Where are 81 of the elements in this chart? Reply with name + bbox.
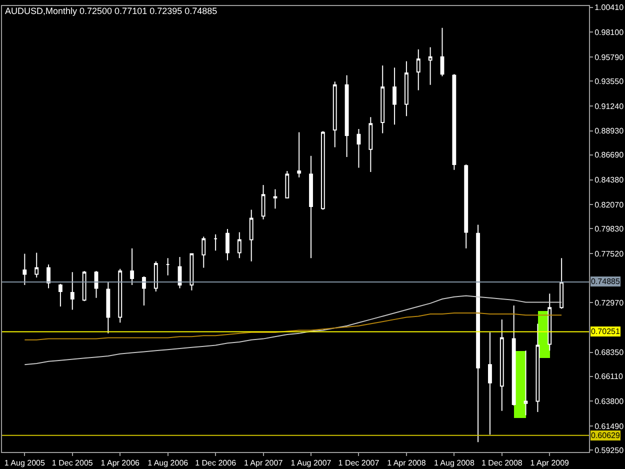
y-tick-label: 0.91240 bbox=[594, 102, 624, 111]
ref-line-label: 0.74885 bbox=[591, 277, 620, 286]
y-tick-label: 0.82070 bbox=[594, 200, 624, 210]
ref-line-label: 0.60629 bbox=[591, 431, 620, 440]
y-tick-label: 0.77520 bbox=[594, 249, 624, 258]
candlestick bbox=[416, 48, 420, 91]
candlestick bbox=[202, 236, 206, 268]
ref-line-label: 0.70251 bbox=[591, 327, 620, 336]
y-tick-label: 0.66110 bbox=[594, 372, 624, 382]
candlestick bbox=[380, 65, 385, 134]
candlestick bbox=[34, 252, 39, 278]
y-tick-label: 0.63800 bbox=[594, 397, 624, 406]
y-tick-label: 0.93550 bbox=[594, 76, 624, 86]
y-tick-label: 0.61490 bbox=[594, 422, 624, 431]
y-tick-label: 0.68350 bbox=[594, 348, 624, 358]
chart-title: AUDUSD,Monthly 0.72500 0.77101 0.72395 0.74885 bbox=[5, 6, 218, 16]
y-tick-label: 0.98100 bbox=[594, 28, 624, 37]
candlestick bbox=[512, 304, 516, 406]
x-tick-label: 1 Aug 2006 bbox=[148, 458, 189, 468]
candlestick bbox=[130, 248, 134, 286]
x-tick-label: 1 Apr 2009 bbox=[530, 458, 570, 468]
candlestick bbox=[488, 332, 492, 436]
line-series bbox=[24, 295, 562, 366]
y-tick-label: 0.84380 bbox=[594, 176, 624, 185]
candlestick bbox=[106, 281, 110, 334]
candlestick bbox=[22, 253, 27, 286]
candlestick bbox=[178, 256, 182, 289]
candlestick bbox=[249, 209, 254, 262]
x-tick-label: 1 Dec 2006 bbox=[195, 458, 237, 468]
candlestick bbox=[214, 234, 218, 252]
candlestick bbox=[297, 132, 302, 178]
x-tick-label: 1 Apr 2007 bbox=[244, 458, 284, 468]
candlestick bbox=[166, 258, 170, 276]
y-tick-label: 1.00410 bbox=[594, 3, 624, 12]
candlestick bbox=[536, 323, 540, 412]
candlestick bbox=[548, 293, 552, 352]
x-tick-label: 1 Apr 2006 bbox=[100, 458, 140, 468]
candlestick bbox=[356, 128, 361, 168]
candlestick bbox=[452, 74, 456, 170]
candlestick bbox=[237, 232, 242, 259]
candlestick bbox=[190, 253, 194, 291]
x-tick-label: 1 Apr 2008 bbox=[387, 458, 426, 468]
candlestick bbox=[404, 60, 408, 117]
x-tick-label: 1 Dec 2008 bbox=[481, 458, 523, 468]
x-tick-label: 1 Dec 2005 bbox=[52, 458, 94, 468]
candlestick bbox=[428, 46, 432, 86]
candlestick bbox=[46, 264, 50, 289]
x-tick-label: 1 Dec 2007 bbox=[338, 458, 380, 468]
y-tick-label: 0.86690 bbox=[594, 150, 624, 160]
y-tick-label: 0.79830 bbox=[594, 224, 624, 234]
candlestick bbox=[464, 164, 468, 249]
candlestick bbox=[344, 74, 349, 158]
candlestick bbox=[440, 27, 444, 77]
candlestick bbox=[142, 276, 146, 306]
candlestick bbox=[309, 155, 313, 259]
candlestick bbox=[226, 228, 230, 261]
candlestick bbox=[82, 270, 86, 302]
candlestick bbox=[273, 188, 278, 210]
candlestick bbox=[560, 258, 564, 310]
y-tick-label: 0.72970 bbox=[594, 298, 624, 308]
candlestick bbox=[500, 318, 504, 412]
candlestick bbox=[154, 260, 158, 292]
candlestick bbox=[261, 184, 266, 220]
candlestick bbox=[320, 130, 325, 210]
y-tick-label: 0.95790 bbox=[594, 52, 624, 62]
x-tick-label: 1 Aug 2005 bbox=[4, 458, 46, 468]
y-tick-label: 0.88930 bbox=[594, 126, 624, 136]
candlestick bbox=[94, 270, 98, 298]
candlestick bbox=[476, 224, 480, 443]
candlestick bbox=[118, 268, 122, 324]
candlestick bbox=[70, 272, 74, 310]
candlestick bbox=[285, 170, 290, 198]
candlestick bbox=[332, 81, 337, 148]
candlestick bbox=[58, 283, 62, 308]
y-tick-label: 0.59250 bbox=[594, 446, 624, 455]
candlestick bbox=[524, 350, 528, 416]
line-series bbox=[24, 312, 562, 340]
x-tick-label: 1 Aug 2008 bbox=[434, 458, 475, 468]
candlestick bbox=[368, 116, 373, 173]
x-tick-label: 1 Aug 2007 bbox=[290, 458, 332, 468]
candlestick bbox=[392, 67, 396, 126]
